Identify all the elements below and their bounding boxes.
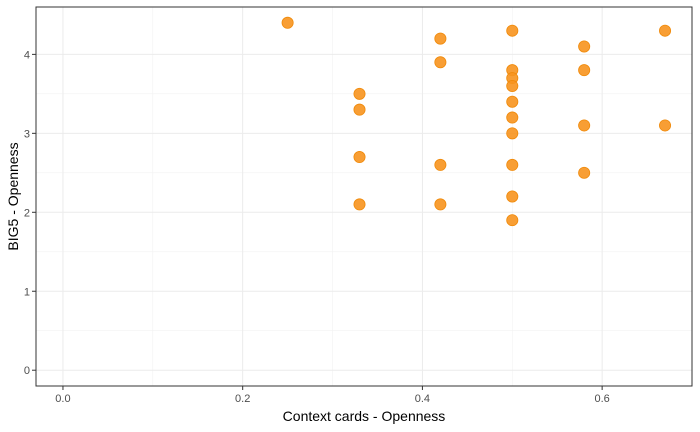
data-point [659,119,672,132]
y-axis-title: BIG5 - Openness [5,142,21,250]
data-point [434,32,447,45]
data-point [506,24,519,37]
y-tick-label: 3 [24,128,30,140]
y-tick-label: 4 [24,49,30,61]
data-point [281,16,294,29]
data-point [578,166,591,179]
data-point [353,87,366,100]
data-points [281,16,672,227]
plot-panel-border [35,6,693,387]
data-point [434,198,447,211]
y-axis-ticks: 0 1 2 3 4 [24,49,36,377]
data-point [506,111,519,124]
y-tick-label: 1 [24,286,30,298]
data-point [506,158,519,171]
x-axis-title: Context cards - Openness [283,408,446,424]
data-point [506,127,519,140]
x-axis-ticks: 0.0 0.2 0.4 0.6 [55,386,610,405]
data-point [434,158,447,171]
x-tick-label: 0.6 [594,393,609,405]
data-point [353,198,366,211]
x-tick-label: 0.4 [415,393,430,405]
data-point [506,214,519,227]
data-point [578,119,591,132]
data-point [353,151,366,164]
major-gridlines [36,7,692,386]
data-point [578,64,591,77]
data-point [659,24,672,37]
data-point [434,56,447,69]
data-point [578,40,591,53]
y-tick-label: 0 [24,365,30,377]
data-point [506,95,519,108]
y-tick-label: 2 [24,207,30,219]
x-tick-label: 0.0 [55,393,70,405]
data-point [353,103,366,116]
x-tick-label: 0.2 [235,393,250,405]
data-point [506,79,519,92]
data-point [506,190,519,203]
